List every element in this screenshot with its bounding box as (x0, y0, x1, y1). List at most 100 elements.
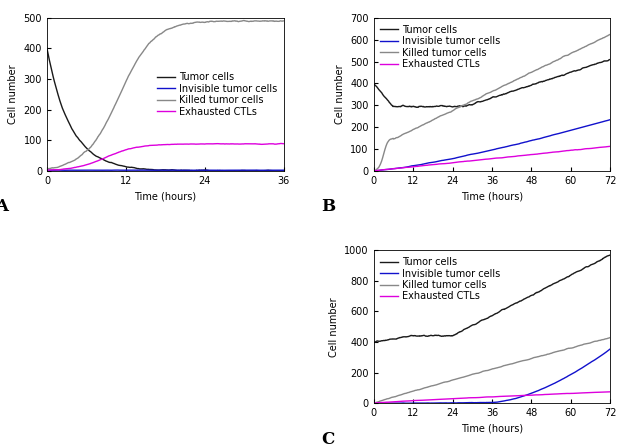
Killed tumor cells (607, 31, 614, 37)
Invisible tumor cells (550, 381, 557, 387)
Tumor cells (190, 168, 197, 173)
Y-axis label: Cell number: Cell number (329, 297, 339, 357)
Killed tumor cells (507, 362, 515, 367)
Line: Killed tumor cells: Killed tumor cells (374, 34, 610, 170)
Invisible tumor cells (370, 168, 377, 173)
Killed tumor cells (384, 139, 392, 144)
Invisible tumor cells (280, 168, 287, 173)
Y-axis label: Cell number: Cell number (335, 65, 345, 124)
Killed tumor cells (240, 18, 248, 23)
Killed tumor cells (521, 358, 528, 363)
Line: Tumor cells: Tumor cells (47, 48, 284, 171)
Invisible tumor cells (574, 368, 582, 373)
Invisible tumor cells (202, 168, 209, 173)
Invisible tumor cells (222, 168, 230, 173)
Exhausted CTLs (202, 141, 209, 146)
Exhausted CTLs (104, 154, 111, 159)
Line: Exhausted CTLs: Exhausted CTLs (374, 146, 610, 171)
Invisible tumor cells (521, 393, 528, 398)
Text: A: A (0, 198, 8, 215)
Exhausted CTLs (85, 161, 93, 167)
Exhausted CTLs (384, 167, 392, 172)
Killed tumor cells (513, 76, 521, 82)
Invisible tumor cells (521, 140, 528, 145)
Invisible tumor cells (371, 401, 379, 406)
Exhausted CTLs (507, 154, 515, 159)
Tumor cells (513, 300, 521, 306)
Exhausted CTLs (370, 401, 377, 406)
Killed tumor cells (150, 36, 158, 42)
Exhausted CTLs (150, 142, 158, 148)
Tumor cells (508, 89, 515, 94)
Tumor cells (550, 75, 557, 81)
Line: Killed tumor cells: Killed tumor cells (47, 21, 284, 169)
Killed tumor cells (222, 18, 229, 24)
Line: Invisible tumor cells: Invisible tumor cells (374, 120, 610, 171)
Killed tumor cells (607, 335, 614, 340)
X-axis label: Time (hours): Time (hours) (461, 191, 523, 201)
Tumor cells (150, 167, 158, 172)
Tumor cells (202, 168, 209, 173)
Killed tumor cells (384, 396, 392, 401)
Tumor cells (183, 168, 190, 173)
Invisible tumor cells (151, 168, 158, 173)
Killed tumor cells (280, 18, 287, 24)
Killed tumor cells (573, 47, 581, 53)
Tumor cells (104, 159, 111, 164)
Line: Killed tumor cells: Killed tumor cells (374, 337, 610, 403)
Invisible tumor cells (507, 143, 515, 148)
Killed tumor cells (573, 344, 581, 349)
Exhausted CTLs (550, 150, 557, 155)
Tumor cells (43, 46, 51, 51)
Tumor cells (574, 68, 582, 73)
Exhausted CTLs (521, 393, 528, 398)
Tumor cells (514, 87, 521, 92)
Exhausted CTLs (607, 389, 614, 395)
Exhausted CTLs (513, 393, 521, 398)
Tumor cells (414, 105, 421, 110)
Invisible tumor cells (43, 168, 51, 173)
Exhausted CTLs (507, 393, 515, 399)
X-axis label: Time (hours): Time (hours) (134, 191, 197, 201)
Exhausted CTLs (43, 168, 51, 173)
Invisible tumor cells (550, 132, 557, 138)
Text: B: B (322, 198, 336, 215)
Invisible tumor cells (607, 346, 614, 352)
Invisible tumor cells (183, 168, 190, 173)
Invisible tumor cells (85, 168, 93, 173)
Legend: Tumor cells, Invisible tumor cells, Killed tumor cells, Exhausted CTLs: Tumor cells, Invisible tumor cells, Kill… (155, 70, 279, 119)
Invisible tumor cells (114, 168, 121, 173)
Tumor cells (85, 148, 93, 153)
Invisible tumor cells (218, 168, 226, 173)
Exhausted CTLs (384, 400, 392, 405)
Tumor cells (550, 281, 557, 287)
Tumor cells (384, 98, 392, 103)
Killed tumor cells (183, 21, 190, 26)
Tumor cells (607, 252, 614, 258)
Invisible tumor cells (573, 126, 581, 131)
Exhausted CTLs (573, 147, 581, 152)
Tumor cells (573, 269, 581, 274)
Tumor cells (280, 168, 287, 173)
Killed tumor cells (43, 166, 51, 172)
Line: Exhausted CTLs: Exhausted CTLs (374, 392, 610, 403)
Exhausted CTLs (573, 391, 581, 396)
Line: Tumor cells: Tumor cells (374, 59, 610, 108)
Exhausted CTLs (521, 153, 528, 158)
Line: Tumor cells: Tumor cells (374, 255, 610, 342)
Killed tumor cells (370, 168, 377, 173)
Exhausted CTLs (277, 141, 285, 146)
Tumor cells (521, 296, 528, 302)
Tumor cells (384, 337, 392, 342)
X-axis label: Time (hours): Time (hours) (461, 424, 523, 434)
Line: Exhausted CTLs: Exhausted CTLs (47, 143, 284, 170)
Killed tumor cells (507, 80, 515, 85)
Killed tumor cells (513, 359, 521, 365)
Killed tumor cells (85, 146, 93, 151)
Exhausted CTLs (370, 168, 377, 173)
Killed tumor cells (550, 59, 557, 65)
Tumor cells (370, 340, 377, 345)
Exhausted CTLs (280, 141, 287, 146)
Invisible tumor cells (607, 117, 614, 122)
Invisible tumor cells (508, 397, 515, 402)
